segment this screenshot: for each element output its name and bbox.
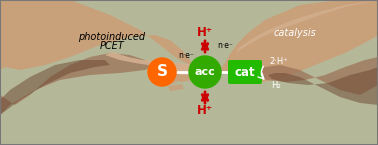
Text: H₂: H₂ xyxy=(271,81,280,90)
Polygon shape xyxy=(168,84,184,91)
Text: acc: acc xyxy=(195,67,215,77)
Circle shape xyxy=(189,56,221,88)
Polygon shape xyxy=(0,53,155,145)
Text: n·e⁻: n·e⁻ xyxy=(178,50,194,59)
Polygon shape xyxy=(0,0,192,145)
Polygon shape xyxy=(105,52,196,75)
Polygon shape xyxy=(235,0,378,53)
Text: photoinduced: photoinduced xyxy=(79,32,146,42)
Text: S: S xyxy=(156,65,167,79)
Text: cat: cat xyxy=(235,66,255,78)
Text: 2·H⁺: 2·H⁺ xyxy=(269,58,288,67)
Polygon shape xyxy=(220,0,378,145)
Polygon shape xyxy=(160,77,177,85)
Text: n·e⁻: n·e⁻ xyxy=(217,41,233,50)
Circle shape xyxy=(148,58,176,86)
Polygon shape xyxy=(0,60,110,145)
Polygon shape xyxy=(268,67,378,145)
Text: H⁺: H⁺ xyxy=(197,27,213,39)
Text: PCET: PCET xyxy=(100,41,124,51)
Polygon shape xyxy=(150,61,200,82)
Text: catalysis: catalysis xyxy=(274,28,316,38)
FancyBboxPatch shape xyxy=(228,60,262,84)
Text: H⁺: H⁺ xyxy=(197,105,213,117)
Polygon shape xyxy=(153,69,173,77)
Polygon shape xyxy=(248,57,378,145)
